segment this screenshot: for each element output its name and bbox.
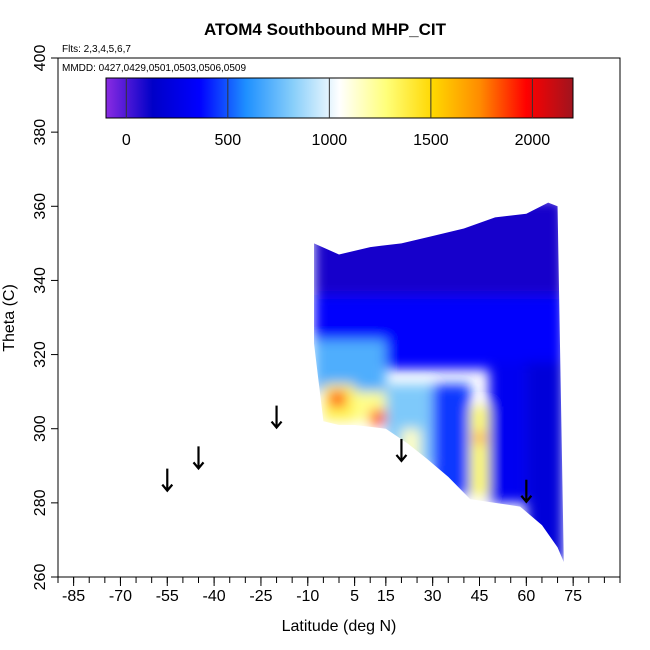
x-tick-label: 45	[471, 588, 489, 605]
plot-area	[161, 202, 564, 563]
x-tick-label: -70	[109, 588, 132, 605]
y-axis-label: Theta (C)	[1, 284, 18, 352]
colorbar-gradient	[105, 77, 574, 119]
y-tick-label: 360	[32, 193, 49, 220]
heatmap-region	[314, 202, 564, 563]
heatmap-cell-13	[526, 361, 564, 563]
x-tick-label: -85	[62, 588, 85, 605]
x-tick-label: -25	[249, 588, 272, 605]
arrow-marker	[192, 446, 205, 471]
x-tick-label: 60	[517, 588, 535, 605]
y-tick-label: 340	[32, 267, 49, 294]
heatmap-cell-11	[476, 432, 483, 444]
colorbar-tick-label: 500	[214, 132, 241, 149]
heatmap-cell-8	[401, 428, 421, 474]
chart-title: ATOM4 Southbound MHP_CIT	[204, 20, 447, 39]
x-axis-label: Latitude (deg N)	[282, 618, 397, 635]
y-tick-label: 280	[32, 489, 49, 516]
y-tick-label: 300	[32, 415, 49, 442]
y-tick-label: 380	[32, 119, 49, 146]
arrow-marker	[395, 438, 408, 463]
heatmap-cell-5	[329, 391, 346, 407]
heatmap-cell-6	[370, 410, 386, 426]
axes: -85 -70 -55 -40 -25 -10 5 15 30 45 60 75 260 280 300 32…	[32, 45, 621, 605]
arrow-marker	[520, 479, 533, 504]
heatmap-cell-10	[470, 406, 489, 496]
heatmap-cell-12	[488, 361, 527, 503]
x-tick-label: -40	[203, 588, 226, 605]
heatmap-cell-7	[385, 384, 433, 466]
colorbar-tick-label: 1500	[413, 132, 449, 149]
arrow-marker	[161, 468, 174, 493]
dates-note: MMDD: 0427,0429,0501,0503,0506,0509	[62, 63, 246, 74]
x-tick-label: -55	[156, 588, 179, 605]
flights-note: Flts: 2,3,4,5,6,7	[62, 44, 131, 55]
heatmap-cell-2	[314, 339, 386, 392]
colorbar-tick-label: 2000	[515, 132, 551, 149]
colorbar: 0 500 1000 1500 2000	[105, 77, 574, 149]
arrow-marker	[270, 405, 283, 430]
x-tick-label: 15	[377, 588, 395, 605]
y-tick-label: 320	[32, 341, 49, 368]
heatmap-cell-9	[432, 384, 471, 496]
colorbar-tick-label: 0	[122, 132, 131, 149]
x-tick-label: 75	[564, 588, 582, 605]
y-tick-label: 260	[32, 564, 49, 591]
x-tick-label: 30	[424, 588, 442, 605]
y-tick-label: 400	[32, 45, 49, 72]
heatmap-cell-0	[314, 202, 564, 296]
x-tick-label: -10	[296, 588, 319, 605]
colorbar-tick-label: 1000	[312, 132, 348, 149]
x-tick-label: 5	[350, 588, 359, 605]
